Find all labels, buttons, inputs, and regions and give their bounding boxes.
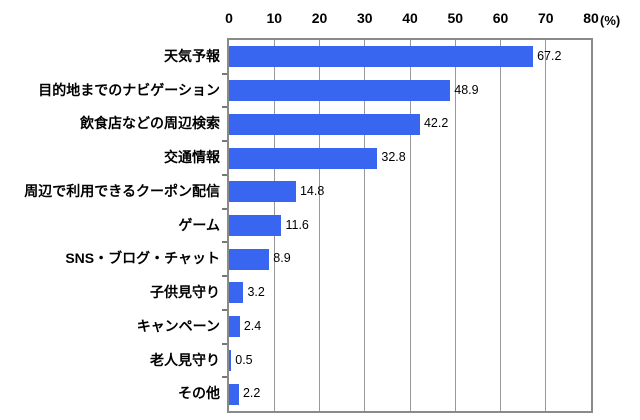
bar-value-label: 42.2 (423, 116, 449, 131)
category-axis-tick (222, 342, 227, 345)
category-axis-tick (222, 140, 227, 143)
bar-row: 3.2 (229, 276, 591, 310)
axis-tick-label: 70 (537, 10, 554, 26)
bar (229, 282, 244, 304)
category-axis-tick (222, 241, 227, 244)
category-label: ゲーム (178, 216, 220, 233)
bar-row: 67.2 (229, 40, 591, 74)
category-label: 子供見守り (150, 284, 220, 301)
bar-row: 48.9 (229, 74, 591, 108)
category-axis-tick (222, 376, 227, 379)
bar (229, 349, 232, 371)
bar-row: 2.4 (229, 310, 591, 344)
bar (229, 316, 240, 338)
gridline (409, 40, 411, 411)
category-axis-tick (222, 72, 227, 75)
category-axis-tick (222, 207, 227, 210)
bar-row: 42.2 (229, 107, 591, 141)
category-axis-tick (222, 173, 227, 176)
bar (229, 147, 378, 169)
bar-row: 8.9 (229, 242, 591, 276)
bar-row: 14.8 (229, 175, 591, 209)
category-label: キャンペーン (136, 317, 220, 334)
gridline (319, 40, 320, 411)
category-axis-tick (222, 308, 227, 311)
bar-value-label: 2.4 (243, 318, 262, 333)
category-axis-labels: 天気予報目的地までのナビゲーション飲食店などの周辺検索交通情報周辺で利用できるク… (0, 38, 220, 413)
category-label: 飲食店などの周辺検索 (80, 115, 220, 132)
gridline (454, 40, 456, 411)
bar-value-label: 67.2 (537, 49, 562, 63)
bar-value-label: 11.6 (285, 217, 309, 232)
bar (229, 383, 239, 405)
category-label: 老人見守り (150, 351, 220, 368)
category-label: 目的地までのナビゲーション (38, 81, 220, 98)
bar-value-label: 2.2 (242, 386, 261, 401)
bar-row: 32.8 (229, 141, 591, 175)
axis-tick-label: 80 (583, 10, 599, 26)
axis-tick-label: 10 (266, 10, 283, 26)
axis-tick-label: 0 (225, 10, 233, 26)
category-label: 交通情報 (164, 149, 220, 166)
gridline (500, 40, 501, 411)
axis-tick-label: 20 (311, 10, 328, 26)
category-label: その他 (178, 385, 220, 402)
axis-tick-label: 40 (402, 10, 418, 26)
gridline (364, 40, 366, 411)
category-axis-tick (222, 106, 227, 109)
axis-tick-label: 30 (356, 10, 373, 26)
bar-value-label: 48.9 (454, 82, 479, 97)
category-axis-tick (222, 275, 227, 278)
category-label: 天気予報 (164, 48, 220, 64)
gridline (545, 40, 547, 411)
bar (229, 80, 451, 102)
bar-value-label: 32.8 (381, 150, 406, 165)
bar-row: 0.5 (229, 344, 591, 378)
bar (229, 46, 534, 68)
bar-row: 11.6 (229, 209, 591, 243)
bar (229, 113, 420, 135)
bar-value-label: 0.5 (235, 352, 253, 367)
bar-row: 2.2 (229, 377, 591, 411)
category-label: 周辺で利用できるクーポン配信 (24, 182, 220, 199)
axis-tick-label: 60 (492, 10, 509, 26)
bar-value-label: 8.9 (273, 251, 291, 266)
category-label: SNS・ブログ・チャット (65, 250, 220, 267)
bar (229, 248, 270, 270)
bar-value-label: 14.8 (299, 183, 325, 198)
axis-tick-label: 50 (447, 10, 464, 26)
bar (229, 181, 296, 203)
plot-area: 67.2 48.9 42.2 32.8 14.8 11.6 8.9 3.2 2.4 0.5 2.2 (227, 38, 593, 413)
bar-value-label: 3.2 (247, 285, 265, 300)
axis-unit-label: (%) (600, 13, 621, 28)
bar (229, 214, 282, 236)
